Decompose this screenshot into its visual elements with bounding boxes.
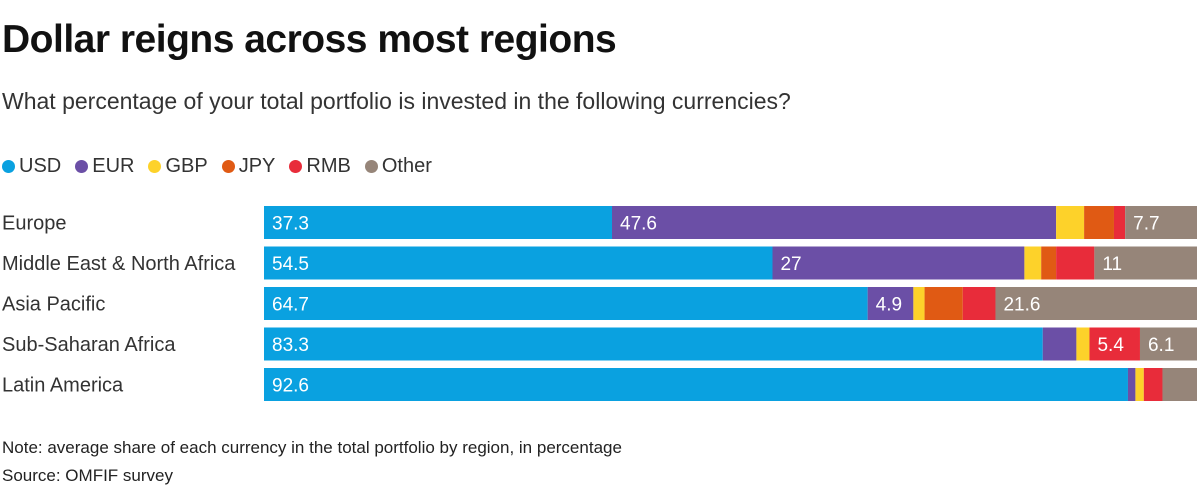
data-label: 27 (780, 254, 801, 275)
bar-segment-other (995, 287, 1197, 320)
bar-segment-usd (264, 246, 773, 280)
data-label: 37.3 (272, 214, 309, 235)
bar-segment-other (1162, 368, 1197, 401)
legend-item-gbp: GBP (148, 155, 208, 178)
data-label: 64.7 (272, 295, 309, 316)
category-label: Asia Pacific (2, 294, 105, 316)
legend-label-other: Other (381, 155, 432, 177)
legend-label-eur: EUR (92, 155, 135, 177)
stacked-bar-chart: Europe 37.3 47.6 7.7 Middle East & North Afr… (2, 206, 1197, 401)
bar-segment-eur (1042, 327, 1077, 361)
bar-segment-jpy (1041, 246, 1057, 280)
bar-segment-gbp (913, 287, 925, 320)
bar-segment-jpy (1084, 206, 1114, 239)
legend-item-jpy: JPY (221, 155, 276, 178)
data-label: 83.3 (272, 335, 309, 356)
bar-segment-eur (867, 287, 914, 320)
bar-segment-rmb (1113, 206, 1126, 239)
legend-swatch-usd (2, 160, 15, 173)
category-label: Europe (2, 213, 67, 235)
data-label: 5.4 (1097, 335, 1124, 356)
bar-segment-gbp (1056, 206, 1085, 239)
legend-swatch-jpy (221, 160, 235, 173)
data-label: 21.6 (1003, 295, 1040, 316)
data-label: 54.5 (272, 254, 309, 275)
legend-label-rmb: RMB (306, 155, 351, 177)
bar-segment-rmb (1056, 246, 1095, 280)
legend-label-usd: USD (19, 155, 62, 177)
bar-segment-gbp (1076, 327, 1090, 361)
bar-segment-usd (264, 206, 613, 239)
bar-segment-usd (264, 368, 1128, 401)
category-label: Middle East & North Africa (2, 253, 236, 275)
bar-segment-rmb (962, 287, 996, 320)
data-label: 11 (1102, 254, 1122, 275)
data-label: 47.6 (620, 214, 657, 235)
bar-segment-usd (264, 327, 1043, 361)
legend-swatch-gbp (148, 160, 162, 173)
bar-segment-jpy (924, 287, 963, 320)
bar-segment-rmb (1089, 327, 1140, 361)
legend-item-other: Other (364, 155, 432, 178)
chart-note: Note: average share of each currency in … (2, 438, 622, 457)
data-label: 92.6 (272, 376, 309, 397)
bar-segment-eur (612, 206, 1057, 239)
legend-swatch-rmb (289, 160, 303, 173)
legend-item-rmb: RMB (289, 155, 351, 178)
bar-segment-other (1139, 327, 1197, 361)
data-label: 4.9 (876, 295, 902, 316)
legend-swatch-other (364, 160, 378, 173)
bar-segment-other (1094, 246, 1197, 280)
legend-item-eur: EUR (75, 155, 134, 178)
category-label: Latin America (2, 375, 124, 397)
bar-segment-usd (264, 287, 868, 320)
chart-source: Source: OMFIF survey (2, 466, 173, 485)
bar-segment-eur (1127, 368, 1136, 401)
bar-segment-other (1125, 206, 1197, 239)
data-label: 6.1 (1148, 335, 1174, 356)
bar-segment-eur (772, 246, 1025, 280)
legend-label-gbp: GBP (165, 155, 208, 177)
data-label: 7.7 (1133, 214, 1159, 235)
chart-legend: USD EUR GBP JPY RMB Other (2, 155, 446, 178)
bar-segment-rmb (1143, 368, 1163, 401)
bar-segment-gbp (1135, 368, 1144, 401)
legend-swatch-eur (75, 160, 89, 173)
bar-segment-gbp (1024, 246, 1042, 280)
chart-subtitle: What percentage of your total portfolio … (2, 88, 791, 114)
legend-label-jpy: JPY (238, 155, 276, 177)
category-label: Sub-Saharan Africa (2, 334, 176, 356)
legend-item-usd: USD (2, 155, 61, 178)
chart-title: Dollar reigns across most regions (2, 18, 617, 61)
